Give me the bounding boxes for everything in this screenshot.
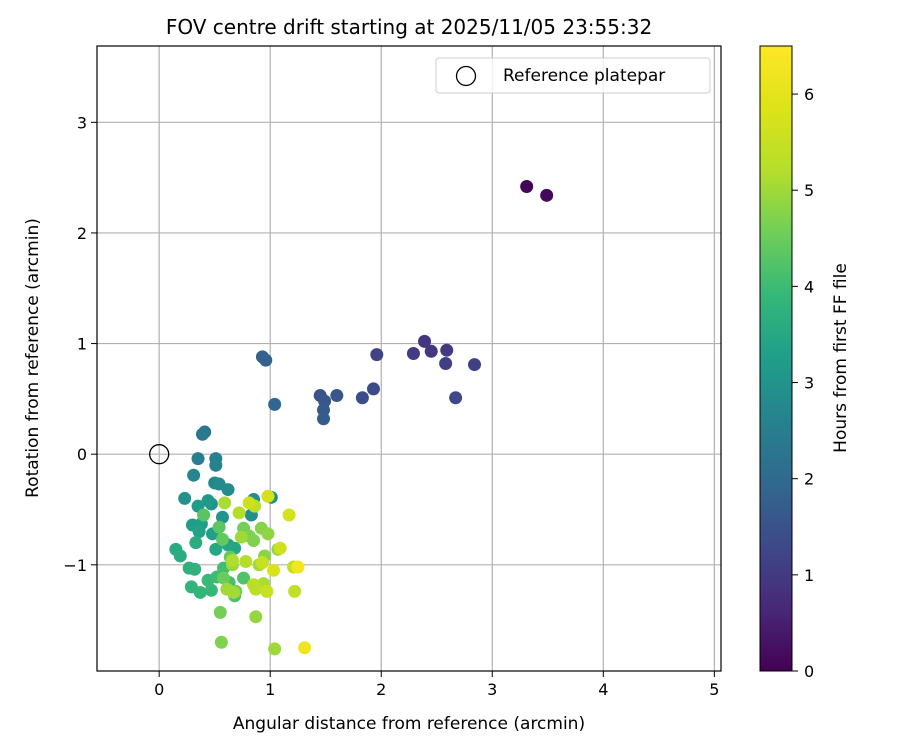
data-point <box>193 585 207 599</box>
chart-title: FOV centre drift starting at 2025/11/05 … <box>166 15 652 39</box>
data-point <box>370 348 384 362</box>
data-point <box>418 334 432 348</box>
data-point <box>330 389 344 403</box>
data-point <box>197 508 211 522</box>
data-point <box>188 562 202 576</box>
data-point <box>249 610 263 624</box>
data-point <box>261 527 275 541</box>
data-point <box>468 358 482 372</box>
x-tick-label: 3 <box>487 680 497 699</box>
data-point <box>255 556 269 570</box>
legend-label: Reference platepar <box>503 66 665 86</box>
x-axis-label: Angular distance from reference (arcmin) <box>233 714 585 734</box>
data-point <box>268 642 282 656</box>
data-point <box>232 506 246 520</box>
x-tick-label: 2 <box>376 680 386 699</box>
data-point <box>225 553 239 567</box>
y-tick-label: 3 <box>77 113 87 132</box>
y-axis-ticks: −1 0 1 2 3 <box>63 113 97 575</box>
data-point <box>268 397 282 411</box>
x-axis-ticks: 0 1 2 3 4 5 <box>154 671 719 699</box>
data-point <box>540 188 554 202</box>
data-point <box>213 605 227 619</box>
y-tick-label: 1 <box>77 335 87 354</box>
data-point <box>239 554 253 568</box>
data-point <box>273 541 287 555</box>
data-point <box>424 344 438 358</box>
colorbar-ticks: 0 1 2 3 4 5 6 <box>792 85 814 681</box>
data-point <box>221 483 235 497</box>
data-point <box>187 468 201 482</box>
data-point <box>192 525 206 539</box>
data-point <box>259 353 273 367</box>
grid-lines <box>97 46 721 671</box>
colorbar-tick-label: 5 <box>804 181 814 200</box>
colorbar-tick-label: 1 <box>804 566 814 585</box>
colorbar: 0 1 2 3 4 5 6 Hours from first FF file <box>759 45 851 681</box>
data-point <box>215 532 229 546</box>
data-point <box>227 585 241 599</box>
y-tick-label: 2 <box>77 224 87 243</box>
x-tick-label: 5 <box>709 680 719 699</box>
data-point <box>215 510 229 524</box>
colorbar-tick-label: 4 <box>804 277 814 296</box>
data-point <box>520 179 534 193</box>
colorbar-tick-label: 3 <box>804 374 814 393</box>
colorbar-label: Hours from first FF file <box>831 263 851 453</box>
data-point <box>212 520 226 534</box>
colorbar-tick-label: 0 <box>804 662 814 681</box>
legend-box <box>435 57 711 94</box>
plot-frame <box>96 45 722 672</box>
data-point <box>234 530 248 544</box>
data-point <box>209 542 223 556</box>
colorbar-gradient <box>759 45 793 672</box>
data-point <box>209 458 223 472</box>
y-axis-label: Rotation from reference (arcmin) <box>23 218 43 498</box>
data-point <box>247 533 261 547</box>
data-point <box>282 508 296 522</box>
data-point <box>439 356 453 370</box>
y-tick-label: −1 <box>63 556 87 575</box>
x-tick-label: 1 <box>265 680 275 699</box>
legend-marker <box>455 65 477 87</box>
data-points <box>169 179 554 656</box>
data-point <box>317 412 331 426</box>
data-point <box>195 427 209 441</box>
data-point <box>440 343 454 357</box>
y-tick-label: 0 <box>77 445 87 464</box>
colorbar-tick-label: 6 <box>804 85 814 104</box>
data-point <box>288 584 302 598</box>
data-point <box>247 578 261 592</box>
reference-marker <box>149 444 170 465</box>
data-point <box>366 382 380 396</box>
data-point <box>218 496 232 510</box>
data-point <box>406 347 420 361</box>
data-point <box>355 391 369 405</box>
data-point <box>449 391 463 405</box>
data-point <box>242 496 256 510</box>
reference-point <box>149 444 170 465</box>
data-point <box>178 491 192 505</box>
data-point <box>267 563 281 577</box>
x-tick-label: 0 <box>154 680 164 699</box>
data-point <box>173 549 187 563</box>
data-point <box>298 641 312 655</box>
data-point <box>201 494 215 508</box>
data-point <box>261 489 275 503</box>
x-tick-label: 4 <box>598 680 608 699</box>
data-point <box>189 536 203 550</box>
data-point <box>237 571 251 585</box>
data-point <box>204 583 218 597</box>
data-point <box>214 635 228 649</box>
data-point <box>191 452 205 466</box>
data-point <box>260 584 274 598</box>
legend: Reference platepar <box>435 57 711 94</box>
colorbar-tick-label: 2 <box>804 470 814 489</box>
data-point <box>217 571 231 585</box>
data-point <box>291 560 305 574</box>
